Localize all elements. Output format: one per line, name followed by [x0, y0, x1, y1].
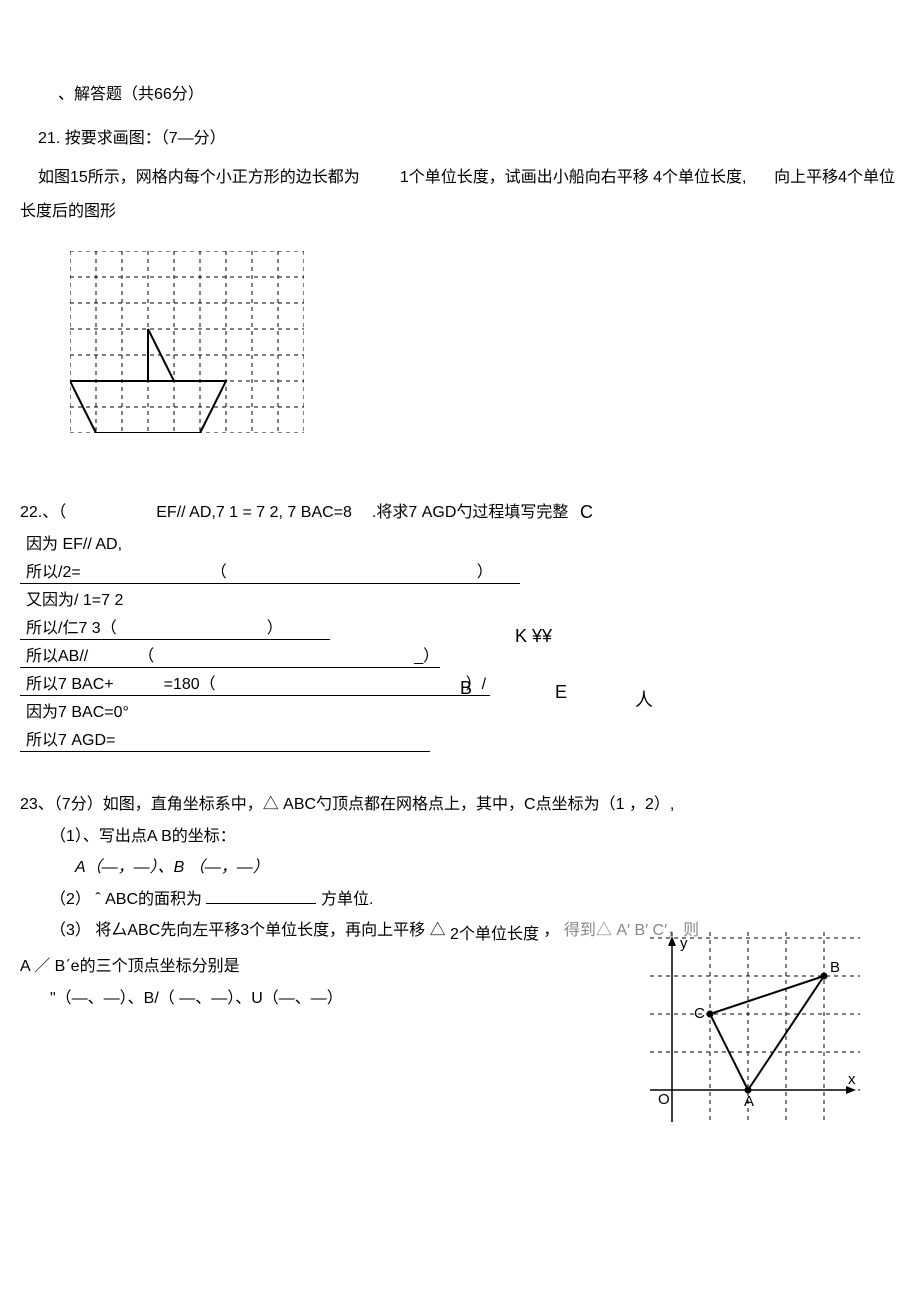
- svg-text:A: A: [744, 1093, 754, 1110]
- q21-title: 21. 按要求画图：（7—分）: [38, 124, 900, 148]
- coord-svg: y x O A B C: [650, 932, 860, 1122]
- letter-C: C: [580, 502, 593, 523]
- q22-block: 22.、（ EF// AD,7 1 = 7 2, 7 BAC=8 .将求7 AG…: [20, 498, 900, 752]
- q23-p1-ans-text: A（—，—）、B （—，—）: [75, 859, 269, 876]
- q21-line-b: 1个单位长度，试画出小船向右平移 4个单位长度,: [400, 163, 747, 187]
- q22-number: 22.、（: [20, 498, 66, 522]
- letter-K: K ¥¥: [515, 626, 552, 647]
- q21-line2: 长度后的图形: [20, 197, 900, 221]
- q22-line: 因为7 BAC=0°: [20, 696, 540, 724]
- coordinate-figure: y x O A B C: [650, 932, 860, 1127]
- q22-tail: .将求7 AGD勺过程填写完整: [372, 498, 568, 522]
- svg-text:O: O: [658, 1091, 670, 1108]
- q22-ef: EF// AD,7 1 = 7 2, 7 BAC=8: [156, 504, 352, 522]
- q23-p3b-comma: ，: [543, 922, 559, 939]
- q23-p2: （2） ˆ ABC的面积为 方单位.: [50, 887, 900, 913]
- q22-line: 所以AB//（_）: [20, 640, 440, 668]
- q22-line: 所以7 BAC+=180（）/: [20, 668, 490, 696]
- q23-p1-label: （1）、写出点A B的坐标：: [50, 824, 900, 850]
- q23-header: 23、（7分）如图，直角坐标系中，△ ABC勺顶点都在网格点上，其中，C点坐标为…: [20, 792, 900, 818]
- q23-p2-blank: [206, 888, 316, 904]
- svg-text:x: x: [848, 1071, 856, 1088]
- q22-line: 又因为/ 1=7 2: [20, 584, 540, 612]
- q22-lines: 因为 EF// AD,所以/2=（）又因为/ 1=7 2所以/仁7 3（）所以A…: [20, 528, 540, 752]
- q23-p3b-num: 2个单位长度: [450, 927, 539, 944]
- q23-block: 23、（7分）如图，直角坐标系中，△ ABC勺顶点都在网格点上，其中，C点坐标为…: [20, 792, 900, 1011]
- q23-p2-text: （2） ˆ ABC的面积为: [50, 891, 202, 908]
- q22-line: 所以7 AGD=: [20, 724, 430, 752]
- q22-line: 所以/仁7 3（）: [20, 612, 330, 640]
- q22-line: 因为 EF// AD,: [20, 528, 540, 556]
- letter-E: E: [555, 682, 567, 703]
- svg-text:B: B: [830, 959, 840, 976]
- q23-p2-tail: 方单位.: [321, 891, 373, 908]
- q22-header: 22.、（ EF// AD,7 1 = 7 2, 7 BAC=8 .将求7 AG…: [20, 498, 900, 522]
- grid-svg: [70, 251, 304, 433]
- grid-boat-figure: [70, 251, 900, 438]
- letter-ren: 人: [635, 686, 653, 712]
- svg-text:y: y: [680, 935, 688, 952]
- q23-p1-ans: A（—，—）、B （—，—）: [75, 855, 900, 881]
- q23-p3a: （3） 将厶ABC先向左平移3个单位长度，再向上平移 △: [50, 922, 450, 939]
- q21-line-c: 向上平移4个单位: [774, 163, 895, 187]
- q22-line: 所以/2=（）: [20, 556, 520, 584]
- q21-line-a: 如图15所示，网格内每个小正方形的边长都为: [38, 163, 360, 187]
- q21-line1: 如图15所示，网格内每个小正方形的边长都为 1个单位长度，试画出小船向右平移 4…: [38, 163, 900, 187]
- section-header: 、解答题（共66分）: [58, 80, 900, 104]
- svg-text:C: C: [694, 1005, 705, 1022]
- letter-B: B: [460, 678, 472, 699]
